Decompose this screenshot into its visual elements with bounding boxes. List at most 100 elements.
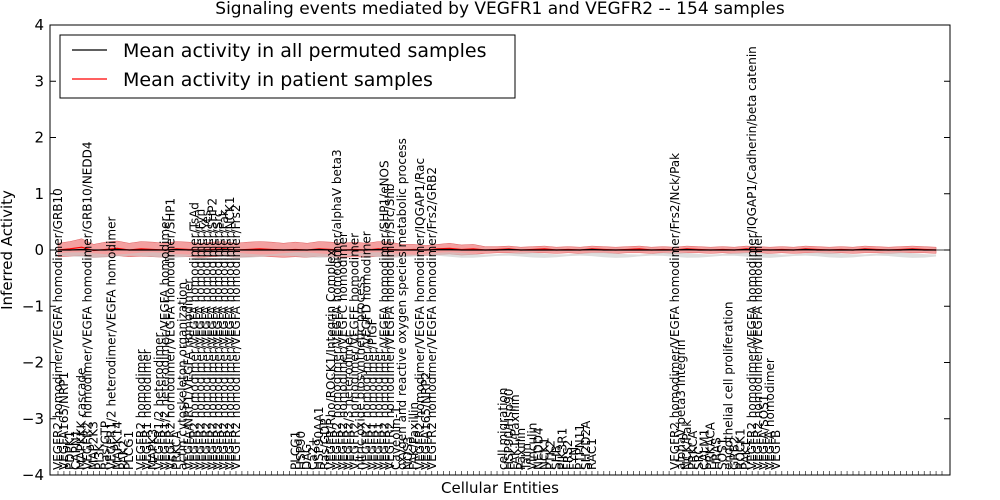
entity-labels: VEGFR2 homodimer/VEGFA homodimer/GRB10VE… (51, 46, 783, 471)
axis-ticks: −4 −3 −2 −1 0 1 2 3 4 (22, 16, 950, 484)
entity-label: VEGFR2 homodimer/VEGFA homodimer/Fak (217, 209, 231, 470)
entity-label: Caveolin-1 (389, 406, 403, 470)
entity-label: VEGFR2 homodimer/VEGFA homodimer/SHP1/eN… (377, 160, 391, 470)
y-tick-label: 4 (34, 16, 44, 34)
series-lines (50, 246, 950, 252)
entity-label: actin cytoskeleton organization (176, 282, 190, 470)
entity-label: MAP2K3 (87, 421, 101, 470)
entity-label: PAK2 (116, 440, 130, 470)
entity-label: VEGFR1 homodimer (140, 349, 154, 470)
entity-label: VEGFR2 homodimer/VEGFA homodimer/Yes (199, 210, 213, 470)
entity-label: VEGFA homodimer (763, 358, 777, 470)
entity-label: FAK1/Paxillin (508, 394, 522, 470)
entity-label: VEGFR1/2 heterodimer/VEGFA homodimer (158, 217, 172, 470)
entity-label: SRC (692, 446, 706, 470)
entity-label: MAPK14 (110, 421, 124, 470)
y-axis-label: Inferred Activity (0, 190, 16, 310)
entity-label: Ras/GDP (318, 419, 332, 471)
entity-label: PTPN11 (573, 424, 587, 470)
entity-label: RAC1 (585, 438, 599, 470)
entity-label: VEGFR2 homodimer/VEGFA homodimer (751, 233, 765, 470)
entity-label: VEGFR2 homodimer/VEGFA homodimer/NCK1 (223, 196, 237, 470)
entity-label: VEGFR2 homodimer/VEGFA homodimer/GRB10 (51, 188, 65, 470)
entity-label: VEGFR2 homodimer/VEGFA homodimer/Src/Shb (383, 184, 397, 470)
entity-label: VEGFA/SOS1 (757, 395, 771, 470)
legend-box (59, 34, 516, 99)
legend: Mean activity in all permuted samples Me… (59, 34, 516, 99)
entity-label: HSP90/Hsp90 (502, 389, 516, 470)
entity-label: VEGFR1 homodimer (371, 349, 385, 470)
entity-label: VEGFR2 homodimer (134, 349, 148, 470)
confidence-bands (57, 238, 937, 258)
entity-label: DAG (300, 444, 314, 470)
legend-label-patient: Mean activity in patient samples (123, 69, 433, 91)
entity-label: VEGFR2 homodimer/VEGFA homodimer/TsAd (187, 202, 201, 470)
y-tick-label: 3 (34, 72, 44, 90)
entity-label: VEGFR1/2 heterodimer (152, 332, 166, 470)
entity-label: MAPKKK cascade (75, 368, 89, 470)
entity-label: NEDD4 (532, 427, 546, 470)
chart-title: Signaling events mediated by VEGFR1 and … (215, 0, 785, 19)
entity-label: PRKACA (704, 421, 718, 470)
entity-label: VEGFR1 homodimer/PlGF (365, 318, 379, 470)
y-tick-label: 1 (34, 185, 44, 203)
entity-label: PLCG1 (122, 431, 136, 470)
x-axis-label: Cellular Entities (441, 479, 559, 497)
entity-label: PDPK1 (63, 431, 77, 470)
entity-label: ROCK1 (733, 428, 747, 470)
permuted-confidence-band (58, 252, 937, 258)
entity-label: SHB (549, 445, 563, 470)
entity-label: VEGFR2 homodimer/VEGFA homodimer/Frs2 (229, 205, 243, 471)
entity-label: HSP90AA1 (312, 406, 326, 470)
entity-label: nitric oxide biosynthetic process (354, 276, 368, 470)
entity-label: cell migration (496, 388, 510, 470)
entity-label: NCK/Pak (680, 420, 694, 470)
entity-label: endothelial cell proliferation (721, 302, 735, 470)
entity-label: GRB2 (727, 436, 741, 470)
entity-label: VEGFA165/NRP2 (419, 372, 433, 470)
entity-label: PI3K (93, 443, 107, 470)
entity-label: VEGFR2 homodimer/VEGFA homodimer/alphaV … (330, 149, 344, 470)
entity-label: NOS3 (401, 436, 415, 470)
entity-label: FRS2 (561, 440, 575, 471)
entity-label: VEGFR2 homodimer/VEGFC homodimer (336, 232, 350, 470)
y-tick-label: −2 (22, 354, 44, 372)
y-tick-label: 0 (34, 241, 44, 259)
entity-label: VEGFA165/NRP1 (57, 372, 71, 470)
entity-label: PAK1 (739, 440, 753, 470)
entity-label: alphaV beta3 Integrin (674, 339, 688, 470)
entity-label: VEGFR2 homodimer/VEGFA homodimer/Frs2/GR… (425, 167, 439, 470)
entity-label: Ca2+ (306, 437, 320, 470)
entity-label: CAPN1 (69, 430, 83, 470)
entity-label: FAK/Paxillin (407, 402, 421, 470)
entity-label: VEGFR2 homodimer/VEGFA homodimer/IQGAP1/… (745, 46, 759, 470)
entity-label: VEGFA/NRP1/VEGFA homodimer (182, 279, 196, 470)
y-tick-label: −1 (22, 297, 44, 315)
entity-label: VEGFB (769, 430, 783, 470)
entity-label: NCK1 (537, 437, 551, 470)
y-tick-label: 2 (34, 129, 44, 147)
entity-label: PTK2 (543, 440, 557, 470)
entity-label: VEGFR/Rho/ROCK1/Integrin Complex (324, 249, 338, 470)
entity-label: SOS1 (715, 438, 729, 470)
legend-label-permuted: Mean activity in all permuted samples (123, 40, 486, 62)
entity-label: Talin (520, 443, 534, 471)
entity-label: VEGFR2 homodimer/VEGFE homodimer (348, 233, 362, 470)
entity-label: VEGFR2 homodimer/VEGFA homodimer/Src (211, 210, 225, 470)
entity-label: VEGFR2 homodimer/VEGFA homodimer/SHP1 (164, 198, 178, 470)
y-tick-label: −4 (22, 466, 44, 484)
entity-label: PIK3R1 (555, 428, 569, 470)
entity-label: VEGFR2 homodimer/VEGFA homodimer/Fyn (193, 209, 207, 470)
entity-label: VEGFR2 homodimer/VEGFA homodimer/SHP2 (205, 198, 219, 470)
entity-label: HRAS (710, 437, 724, 470)
entity-label: PLCG1 (288, 431, 302, 470)
permuted-mean-line (58, 248, 937, 251)
entity-label: CALM1 (698, 429, 712, 470)
plot-area (49, 24, 951, 476)
y-tick-label: −3 (22, 410, 44, 428)
entity-label: MAPK3 (146, 429, 160, 470)
entity-label: VEGFR2/3 heterodimer (342, 332, 356, 470)
entity-label: Vinculin (526, 423, 540, 470)
patient-confidence-band (57, 238, 937, 258)
